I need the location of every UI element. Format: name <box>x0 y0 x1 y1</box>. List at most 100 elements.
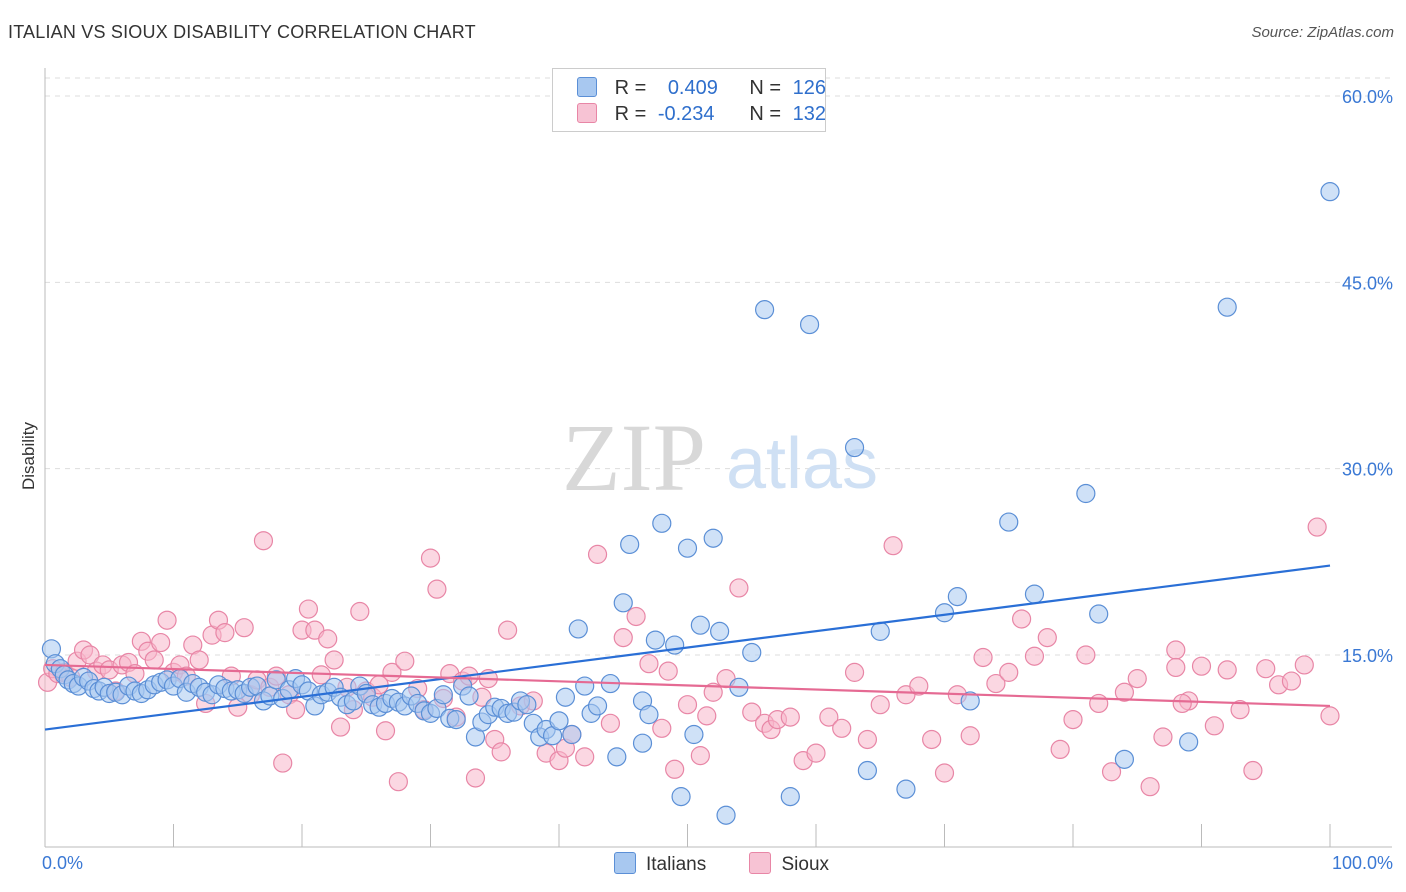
data-point-sioux <box>1307 517 1327 537</box>
legend-n-label: N = <box>749 77 782 99</box>
data-point-italians <box>1217 297 1237 317</box>
data-point-sioux <box>1172 693 1192 714</box>
data-point-italians <box>754 300 775 320</box>
data-point-sioux <box>1217 660 1237 680</box>
data-point-sioux <box>491 742 511 762</box>
data-point-italians <box>742 642 762 663</box>
sioux-swatch <box>749 852 772 874</box>
data-point-italians <box>844 437 865 458</box>
data-point-sioux <box>273 753 293 773</box>
sioux-swatch <box>577 103 597 123</box>
data-point-sioux <box>613 628 633 648</box>
watermark-atlas: atlas <box>726 424 878 504</box>
series-italians <box>41 182 1340 825</box>
trend-line-italians <box>44 564 1331 731</box>
data-point-italians <box>999 512 1019 532</box>
data-point-sioux <box>960 726 980 746</box>
data-point-sioux <box>600 713 621 733</box>
italians-swatch <box>614 852 636 874</box>
data-point-sioux <box>870 695 890 715</box>
data-point-sioux <box>883 536 903 556</box>
data-point-sioux <box>144 650 164 670</box>
data-point-italians <box>780 787 800 807</box>
data-point-sioux <box>151 632 171 653</box>
data-point-italians <box>1024 584 1045 604</box>
data-point-sioux <box>658 661 678 681</box>
legend-box: R = 0.409 N = 126 R = -0.234 N = 132 <box>552 68 826 132</box>
data-point-sioux <box>1037 628 1057 648</box>
legend-row-sioux: R = -0.234 N = 132 <box>577 103 826 127</box>
legend-r-value: 0.409 <box>667 77 718 99</box>
data-point-sioux <box>652 718 672 738</box>
data-point-sioux <box>498 620 518 640</box>
data-point-sioux <box>703 682 723 702</box>
data-point-sioux <box>427 579 447 599</box>
data-point-italians <box>799 314 820 335</box>
data-point-italians <box>1320 182 1340 202</box>
data-point-sioux <box>1166 640 1186 660</box>
data-point-italians <box>690 615 710 635</box>
data-point-sioux <box>1256 659 1276 679</box>
data-point-sioux <box>395 651 415 671</box>
data-point-italians <box>665 635 685 655</box>
data-point-sioux <box>388 772 408 792</box>
source-label: Source: ZipAtlas.com <box>1251 24 1394 41</box>
legend-item-sioux[interactable]: Sioux <box>749 852 829 876</box>
data-point-sioux <box>575 747 595 767</box>
data-point-italians <box>934 603 955 623</box>
data-point-sioux <box>677 695 698 715</box>
data-point-italians <box>433 685 453 705</box>
x-tick-label: 100.0% <box>1332 853 1393 873</box>
data-point-sioux <box>665 759 685 779</box>
data-point-italians <box>703 528 723 548</box>
data-point-sioux <box>375 721 396 741</box>
data-point-sioux <box>234 618 254 638</box>
data-point-sioux <box>253 531 274 551</box>
data-point-sioux <box>318 629 338 649</box>
data-point-sioux <box>189 650 209 670</box>
data-point-italians <box>607 747 627 767</box>
data-point-sioux <box>1153 727 1173 747</box>
data-point-sioux <box>697 706 717 726</box>
data-point-sioux <box>909 676 929 696</box>
data-point-sioux <box>80 645 100 665</box>
data-point-italians <box>446 709 466 730</box>
data-point-sioux <box>857 729 878 750</box>
legend-item-italians[interactable]: Italians <box>614 852 706 876</box>
data-point-italians <box>1179 732 1199 752</box>
data-point-sioux <box>819 707 839 727</box>
data-point-sioux <box>420 548 441 568</box>
data-point-sioux <box>973 647 993 668</box>
data-point-sioux <box>1166 657 1186 678</box>
data-point-sioux <box>1127 669 1147 689</box>
data-point-italians <box>517 695 537 715</box>
data-point-italians <box>870 621 890 641</box>
axes <box>44 68 1392 848</box>
x-tick-label: 0.0% <box>42 853 83 873</box>
legend-row-italians: R = 0.409 N = 126 <box>577 77 826 101</box>
watermark-zip: ZIP <box>562 404 706 511</box>
data-point-sioux <box>742 702 762 722</box>
data-point-sioux <box>806 743 826 763</box>
data-point-italians <box>562 724 582 745</box>
data-point-italians <box>677 538 698 558</box>
data-point-sioux <box>1011 609 1032 629</box>
data-point-italians <box>620 534 640 555</box>
y-tick-label: 45.0% <box>1342 273 1393 293</box>
data-point-sioux <box>1089 693 1109 714</box>
bottom-legend: Italians Sioux <box>614 852 867 876</box>
data-point-italians <box>1089 604 1109 624</box>
data-point-sioux <box>1024 646 1045 666</box>
grid-lines <box>45 77 1392 656</box>
y-tick-label: 30.0% <box>1342 460 1393 480</box>
legend-n-label: N = <box>749 103 782 125</box>
data-point-sioux <box>1281 671 1302 691</box>
data-point-sioux <box>1204 716 1224 736</box>
data-point-italians <box>896 779 916 799</box>
data-point-italians <box>857 760 878 781</box>
data-point-italians <box>716 805 736 825</box>
data-point-sioux <box>999 662 1019 682</box>
legend-r-label: R = <box>614 77 647 99</box>
trend-lines <box>44 564 1331 731</box>
data-point-sioux <box>350 601 370 622</box>
